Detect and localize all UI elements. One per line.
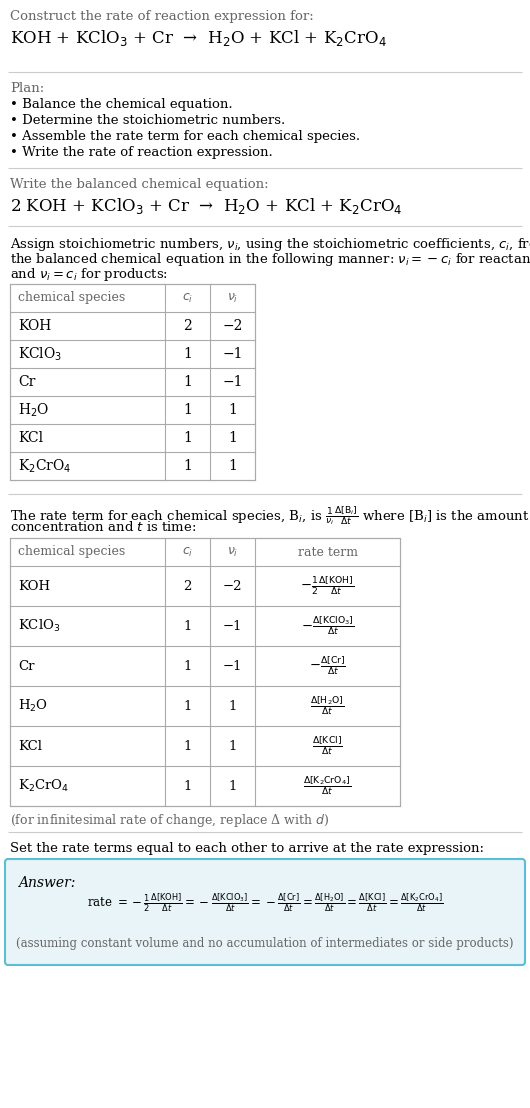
Text: 1: 1	[183, 347, 192, 361]
Text: 1: 1	[228, 431, 237, 445]
Text: concentration and $t$ is time:: concentration and $t$ is time:	[10, 520, 197, 534]
Text: H$_2$O: H$_2$O	[18, 401, 49, 419]
Text: 1: 1	[183, 699, 192, 712]
Text: KOH + KClO$_3$ + Cr  →  H$_2$O + KCl + K$_2$CrO$_4$: KOH + KClO$_3$ + Cr → H$_2$O + KCl + K$_…	[10, 28, 387, 48]
Text: the balanced chemical equation in the following manner: $\nu_i = -c_i$ for react: the balanced chemical equation in the fo…	[10, 252, 530, 268]
Text: $\frac{\Delta[\mathrm{KCl}]}{\Delta t}$: $\frac{\Delta[\mathrm{KCl}]}{\Delta t}$	[312, 735, 343, 757]
Text: −1: −1	[222, 375, 243, 389]
Text: 1: 1	[183, 403, 192, 417]
Text: Cr: Cr	[18, 375, 36, 389]
Text: 1: 1	[228, 739, 237, 752]
Text: Answer:: Answer:	[18, 876, 75, 890]
Text: chemical species: chemical species	[18, 545, 125, 558]
Bar	[10, 284, 255, 480]
Text: −2: −2	[223, 579, 242, 593]
Text: 1: 1	[228, 699, 237, 712]
Text: (for infinitesimal rate of change, replace Δ with $d$): (for infinitesimal rate of change, repla…	[10, 812, 330, 829]
FancyBboxPatch shape	[5, 859, 525, 965]
Text: 1: 1	[183, 739, 192, 752]
Text: H$_2$O: H$_2$O	[18, 698, 48, 714]
Text: 1: 1	[228, 459, 237, 473]
Text: • Balance the chemical equation.: • Balance the chemical equation.	[10, 98, 233, 111]
Text: KCl: KCl	[18, 431, 43, 445]
Text: $c_i$: $c_i$	[182, 291, 193, 305]
Text: 1: 1	[183, 659, 192, 673]
Bar	[10, 538, 400, 806]
Text: rate $= -\frac{1}{2}\frac{\Delta[\mathrm{KOH}]}{\Delta t} = -\frac{\Delta[\mathr: rate $= -\frac{1}{2}\frac{\Delta[\mathrm…	[87, 892, 443, 914]
Text: −1: −1	[223, 659, 242, 673]
Text: KOH: KOH	[18, 579, 50, 593]
Text: −1: −1	[223, 619, 242, 633]
Text: Plan:: Plan:	[10, 82, 44, 95]
Text: 1: 1	[228, 780, 237, 792]
Text: KClO$_3$: KClO$_3$	[18, 618, 60, 634]
Text: 2 KOH + KClO$_3$ + Cr  →  H$_2$O + KCl + K$_2$CrO$_4$: 2 KOH + KClO$_3$ + Cr → H$_2$O + KCl + K…	[10, 196, 403, 216]
Text: KOH: KOH	[18, 319, 51, 334]
Text: Set the rate terms equal to each other to arrive at the rate expression:: Set the rate terms equal to each other t…	[10, 842, 484, 855]
Text: K$_2$CrO$_4$: K$_2$CrO$_4$	[18, 778, 69, 794]
Text: −1: −1	[222, 347, 243, 361]
Text: 2: 2	[183, 319, 192, 334]
Text: $\frac{\Delta[\mathrm{K_2CrO_4}]}{\Delta t}$: $\frac{\Delta[\mathrm{K_2CrO_4}]}{\Delta…	[303, 774, 351, 798]
Text: (assuming constant volume and no accumulation of intermediates or side products): (assuming constant volume and no accumul…	[16, 937, 514, 950]
Text: • Write the rate of reaction expression.: • Write the rate of reaction expression.	[10, 146, 273, 160]
Text: $c_i$: $c_i$	[182, 545, 193, 558]
Text: $-\frac{\Delta[\mathrm{Cr}]}{\Delta t}$: $-\frac{\Delta[\mathrm{Cr}]}{\Delta t}$	[309, 655, 346, 677]
Text: 1: 1	[183, 459, 192, 473]
Text: $\nu_i$: $\nu_i$	[227, 545, 238, 558]
Text: $\nu_i$: $\nu_i$	[227, 291, 238, 305]
Text: $-\frac{1}{2}\frac{\Delta[\mathrm{KOH}]}{\Delta t}$: $-\frac{1}{2}\frac{\Delta[\mathrm{KOH}]}…	[300, 575, 355, 597]
Text: Assign stoichiometric numbers, $\nu_i$, using the stoichiometric coefficients, $: Assign stoichiometric numbers, $\nu_i$, …	[10, 236, 530, 253]
Text: • Assemble the rate term for each chemical species.: • Assemble the rate term for each chemic…	[10, 130, 360, 143]
Text: $-\frac{\Delta[\mathrm{KClO_3}]}{\Delta t}$: $-\frac{\Delta[\mathrm{KClO_3}]}{\Delta …	[301, 615, 354, 637]
Text: Cr: Cr	[18, 659, 34, 673]
Text: • Determine the stoichiometric numbers.: • Determine the stoichiometric numbers.	[10, 114, 285, 127]
Text: 1: 1	[183, 619, 192, 633]
Text: K$_2$CrO$_4$: K$_2$CrO$_4$	[18, 458, 72, 474]
Text: 1: 1	[183, 431, 192, 445]
Text: 1: 1	[228, 403, 237, 417]
Text: −2: −2	[222, 319, 243, 334]
Text: KCl: KCl	[18, 739, 42, 752]
Text: 1: 1	[183, 375, 192, 389]
Text: $\frac{\Delta[\mathrm{H_2O}]}{\Delta t}$: $\frac{\Delta[\mathrm{H_2O}]}{\Delta t}$	[311, 695, 344, 718]
Text: 1: 1	[183, 780, 192, 792]
Text: KClO$_3$: KClO$_3$	[18, 346, 63, 362]
Text: The rate term for each chemical species, B$_i$, is $\frac{1}{\nu_i}\frac{\Delta[: The rate term for each chemical species,…	[10, 504, 529, 527]
Text: rate term: rate term	[297, 545, 358, 558]
Text: Write the balanced chemical equation:: Write the balanced chemical equation:	[10, 178, 269, 191]
Text: chemical species: chemical species	[18, 291, 125, 305]
Text: Construct the rate of reaction expression for:: Construct the rate of reaction expressio…	[10, 10, 314, 23]
Text: and $\nu_i = c_i$ for products:: and $\nu_i = c_i$ for products:	[10, 266, 168, 283]
Text: 2: 2	[183, 579, 192, 593]
